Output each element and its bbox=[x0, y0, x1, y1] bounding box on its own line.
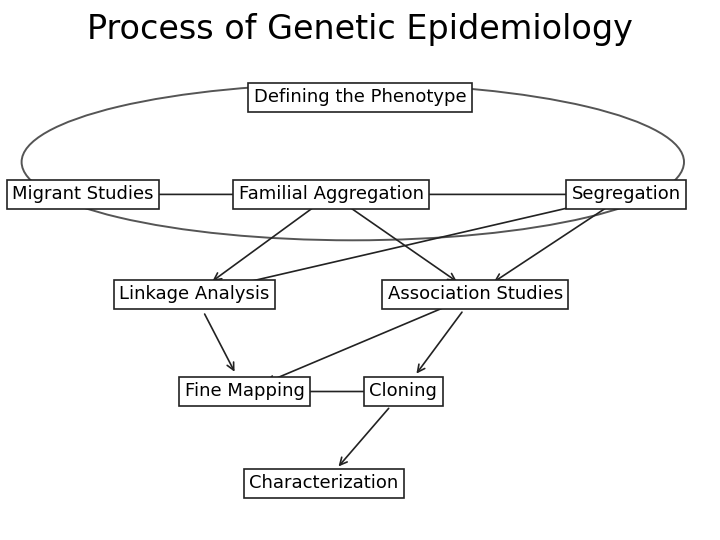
Text: Characterization: Characterization bbox=[249, 474, 399, 492]
Text: Migrant Studies: Migrant Studies bbox=[12, 185, 153, 204]
Text: Linkage Analysis: Linkage Analysis bbox=[120, 285, 269, 303]
Text: Defining the Phenotype: Defining the Phenotype bbox=[253, 88, 467, 106]
Text: Association Studies: Association Studies bbox=[387, 285, 563, 303]
Text: Fine Mapping: Fine Mapping bbox=[185, 382, 305, 401]
Text: Cloning: Cloning bbox=[369, 382, 437, 401]
Text: Segregation: Segregation bbox=[572, 185, 681, 204]
Text: Process of Genetic Epidemiology: Process of Genetic Epidemiology bbox=[87, 13, 633, 46]
Text: Familial Aggregation: Familial Aggregation bbox=[239, 185, 423, 204]
